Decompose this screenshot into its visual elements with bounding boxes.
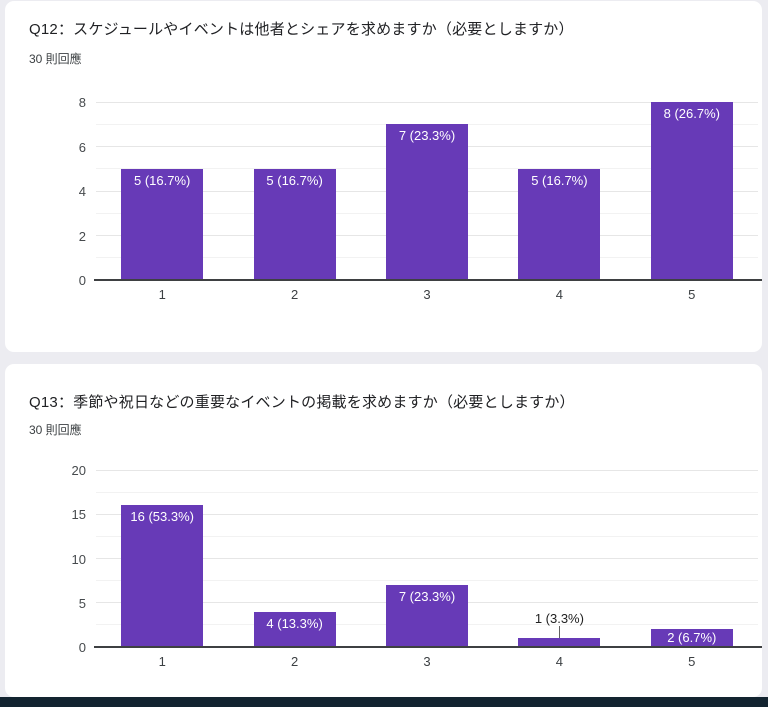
bar	[650, 102, 733, 280]
question-title: Q12：スケジュールやイベントは他者とシェアを求めますか（必要としますか）	[29, 21, 574, 38]
major-gridline	[96, 101, 758, 103]
bar-value-label: 8 (26.7%)	[663, 106, 720, 121]
major-gridline	[96, 513, 758, 515]
response-count: 30 則回應	[29, 52, 82, 66]
bar	[386, 585, 468, 647]
major-gridline	[96, 469, 758, 471]
bar-value-label: 2 (6.7%)	[667, 630, 717, 646]
bottom-window-edge	[0, 697, 768, 707]
y-axis-tick-label: 0	[78, 273, 86, 288]
question-card-q12: Q12：スケジュールやイベントは他者とシェアを求めますか（必要としますか） 30…	[5, 1, 762, 352]
bar	[253, 611, 336, 647]
bar-value-label: 5 (16.7%)	[531, 172, 588, 188]
x-axis-tick-label: 3	[423, 654, 431, 669]
bar-value-label: 1 (3.3%)	[534, 611, 584, 627]
x-axis-tick-label: 4	[555, 654, 563, 669]
bar-chart-q12: 0 2 4 6 8 5 (16.7%) 1 5 (16.7%) 2 7 (23.3%) 3 5 (16…	[5, 1, 762, 352]
y-axis-tick-label: 2	[78, 228, 86, 244]
bar-value-label: 7 (23.3%)	[398, 589, 456, 605]
minor-gridline	[96, 491, 758, 493]
major-gridline	[96, 558, 758, 559]
y-axis-tick-label: 4	[78, 184, 86, 199]
bar	[121, 505, 204, 647]
bar	[386, 124, 468, 280]
x-axis-baseline	[94, 646, 762, 648]
bar-chart-q13: 0 5 10 15 20 16 (53.3%) 1 4 (13.3%) 2 7 (23.3%) 3 1…	[5, 364, 762, 697]
x-axis-tick-label: 1	[158, 287, 166, 302]
minor-gridline	[96, 535, 758, 537]
bar-value-label: 4 (13.3%)	[266, 615, 323, 631]
x-axis-tick-label: 2	[290, 654, 299, 669]
bar	[518, 168, 601, 280]
y-axis-tick-label: 20	[71, 463, 86, 478]
bar-value-label: 7 (23.3%)	[398, 128, 456, 144]
y-axis-tick-label: 5	[78, 595, 86, 611]
y-axis-tick-label: 6	[78, 139, 86, 155]
bar	[518, 638, 601, 647]
response-count: 30 則回應	[29, 423, 82, 437]
y-axis-tick-label: 8	[78, 95, 86, 110]
y-axis-tick-label: 15	[71, 507, 86, 523]
x-axis-tick-label: 5	[688, 287, 696, 302]
x-axis-tick-label: 5	[688, 654, 696, 669]
x-axis-tick-label: 4	[555, 287, 563, 302]
question-title: Q13：季節や祝日などの重要なイベントの掲載を求めますか（必要としますか）	[29, 394, 575, 411]
bar	[253, 168, 336, 280]
bar	[121, 168, 204, 280]
bar-value-label: 5 (16.7%)	[134, 172, 191, 188]
label-leader-line	[559, 626, 561, 639]
bar-value-label: 16 (53.3%)	[130, 509, 194, 525]
x-axis-baseline	[94, 279, 762, 281]
bar	[650, 629, 733, 647]
y-axis-tick-label: 10	[71, 551, 86, 567]
x-axis-tick-label: 3	[423, 287, 431, 302]
x-axis-tick-label: 2	[290, 287, 299, 302]
minor-gridline	[96, 580, 758, 582]
question-card-q13: Q13：季節や祝日などの重要なイベントの掲載を求めますか（必要としますか） 30…	[5, 364, 762, 697]
x-axis-tick-label: 1	[158, 654, 166, 669]
y-axis-tick-label: 0	[78, 640, 86, 655]
bar-value-label: 5 (16.7%)	[266, 172, 323, 188]
